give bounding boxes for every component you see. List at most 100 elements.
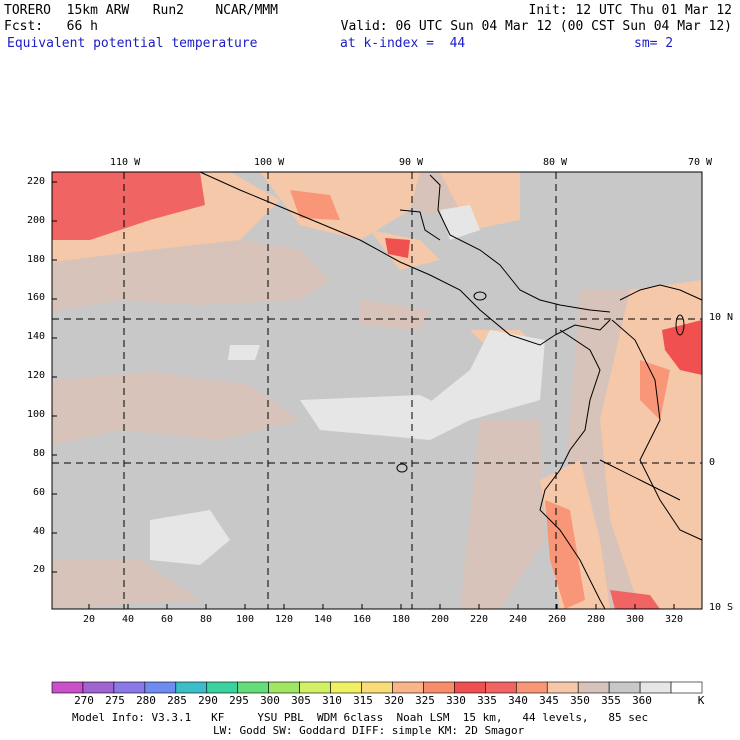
colorbar-label: 315	[353, 694, 373, 707]
ecuador-border	[599, 459, 681, 501]
x-tick-label: 260	[548, 614, 567, 625]
lake-nicaragua	[473, 291, 487, 301]
colorbar-label: 270	[74, 694, 94, 707]
physics-info: LW: Godd SW: Goddard DIFF: simple KM: 2D…	[213, 724, 525, 737]
colorbar-swatch	[113, 681, 146, 694]
colorbar-swatch	[82, 681, 115, 694]
y-tick-label: 120	[27, 370, 46, 381]
yucatan-border	[399, 209, 441, 241]
colorbar-swatch	[608, 681, 641, 694]
lat-label-10s: 10 S	[709, 602, 734, 613]
init-time: Init: 12 UTC Thu 01 Mar 12	[528, 3, 733, 18]
colorbar-swatch	[485, 681, 517, 694]
colorbar-label: 320	[384, 694, 404, 707]
colorbar-swatch	[639, 681, 672, 694]
level-label: at k-index = 44	[340, 36, 466, 51]
lat-label-10n: 10 N	[709, 312, 734, 323]
colorbar-label: 290	[198, 694, 218, 707]
colorbar-label: 345	[539, 694, 559, 707]
lon-label-110w: 110 W	[110, 157, 141, 168]
x-tick-label: 40	[122, 614, 135, 625]
model-title: TORERO 15km ARW Run2 NCAR/MMM	[4, 3, 278, 18]
x-tick-label: 280	[587, 614, 606, 625]
y-tick-label: 220	[27, 176, 46, 187]
colorbar-label: 330	[446, 694, 466, 707]
colorbar-swatch	[454, 681, 486, 694]
colorbar-label: 295	[229, 694, 249, 707]
x-tick-label: 160	[353, 614, 372, 625]
map-frame	[51, 171, 703, 610]
field-name: Equivalent potential temperature	[7, 36, 258, 51]
lon-label-70w: 70 W	[688, 157, 713, 168]
lat-lon-grid	[52, 172, 702, 609]
x-tick-label: 140	[314, 614, 333, 625]
valid-time: Valid: 06 UTC Sun 04 Mar 12 (00 CST Sun …	[340, 19, 732, 34]
y-tick-label: 40	[33, 526, 46, 537]
colorbar-swatch	[175, 681, 208, 694]
x-tick-label: 120	[275, 614, 294, 625]
colorbar-swatch	[515, 681, 548, 694]
colorbar-swatch	[330, 681, 362, 694]
forecast-hour: Fcst: 66 h	[4, 19, 98, 34]
colorbar-label: 305	[291, 694, 311, 707]
colorbar-label: 300	[260, 694, 280, 707]
colorbar-swatch	[361, 681, 393, 694]
light-regions	[150, 205, 545, 565]
colorbar-label: 360	[632, 694, 652, 707]
colorbar-label: 350	[570, 694, 590, 707]
colorbar-swatch	[51, 681, 84, 694]
colorbar-label: 325	[415, 694, 435, 707]
colorbar-label: 340	[508, 694, 528, 707]
smoothing-label: sm= 2	[634, 36, 674, 51]
y-tick-label: 100	[27, 409, 46, 420]
x-tick-label: 240	[509, 614, 528, 625]
south-america-coast	[539, 329, 606, 610]
lon-label-100w: 100 W	[254, 157, 285, 168]
colombia-border	[611, 319, 703, 541]
colorbar-swatch	[546, 681, 579, 694]
central-america-coast	[199, 171, 611, 346]
model-info: Model Info: V3.3.1 KF YSU PBL WDM 6class…	[72, 711, 649, 724]
colorbar-swatch	[144, 681, 177, 694]
colorbar-label: 280	[136, 694, 156, 707]
colorbar-swatch	[392, 681, 424, 694]
y-tick-label: 200	[27, 215, 46, 226]
colorbar-label: 335	[477, 694, 497, 707]
lat-label-equator: 0	[709, 457, 716, 468]
venezuela-coast	[619, 284, 703, 301]
x-tick-label: 200	[431, 614, 450, 625]
x-tick-label: 220	[470, 614, 489, 625]
lake-maracaibo	[675, 314, 685, 336]
caribbean-coast	[429, 174, 611, 313]
y-tick-label: 80	[33, 448, 46, 459]
colorbar-swatch	[268, 681, 300, 694]
colorbar-swatch	[237, 681, 269, 694]
y-tick-label: 160	[27, 292, 46, 303]
x-tick-label: 100	[236, 614, 255, 625]
colorbar-swatch	[299, 681, 331, 694]
colorbar	[51, 681, 703, 694]
lon-label-90w: 90 W	[399, 157, 424, 168]
galapagos	[396, 463, 408, 473]
colorbar-label: 285	[167, 694, 187, 707]
axis-ticks	[52, 181, 675, 609]
x-tick-label: 180	[392, 614, 411, 625]
colorbar-label: 310	[322, 694, 342, 707]
x-tick-label: 300	[626, 614, 645, 625]
coastlines	[199, 171, 703, 610]
x-tick-label: 60	[161, 614, 174, 625]
colorbar-label: 355	[601, 694, 621, 707]
warm-regions	[52, 172, 702, 609]
map-panel	[51, 171, 703, 610]
y-tick-label: 140	[27, 331, 46, 342]
y-tick-label: 180	[27, 254, 46, 265]
y-tick-label: 20	[33, 564, 46, 575]
x-tick-label: 320	[665, 614, 684, 625]
colorbar-swatch	[577, 681, 610, 694]
colorbar-swatch	[423, 681, 455, 694]
colorbar-unit: K	[697, 694, 705, 707]
colorbar-swatch	[206, 681, 239, 694]
colorbar-label: 275	[105, 694, 125, 707]
lon-label-80w: 80 W	[543, 157, 568, 168]
